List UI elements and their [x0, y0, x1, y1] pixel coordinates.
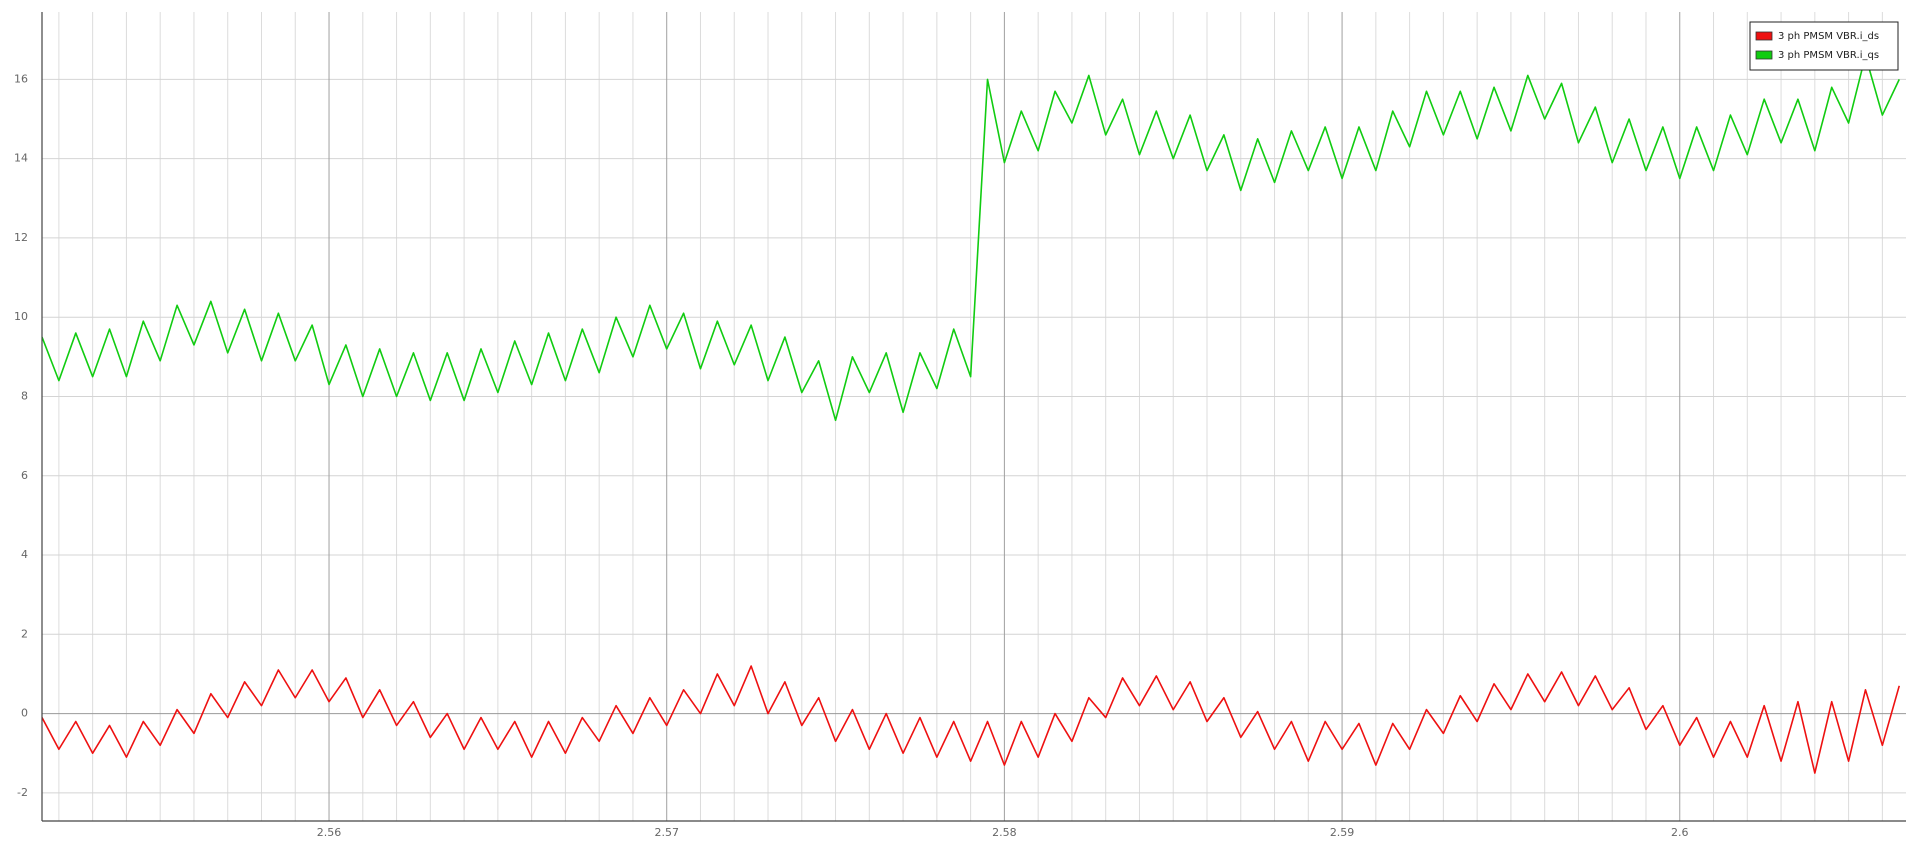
series-line [42, 54, 1900, 422]
x-tick-label: 2.58 [992, 826, 1017, 839]
legend-box [1749, 21, 1899, 71]
y-tick-label: 14 [14, 152, 28, 165]
y-tick-label: 2 [21, 627, 28, 640]
y-tick-label: 4 [21, 548, 28, 561]
y-tick-label: 16 [14, 72, 28, 85]
x-tick-label: 2.6 [1671, 826, 1689, 839]
legend-label: 3 ph PMSM VBR.i_qs [1778, 50, 1879, 61]
x-tick-label: 2.59 [1330, 826, 1355, 839]
y-tick-label: 0 [21, 707, 28, 720]
x-tick-label: 2.56 [317, 826, 342, 839]
plot-background [42, 12, 1906, 821]
legend-swatch [1755, 50, 1773, 60]
x-tick-label: 2.57 [654, 826, 679, 839]
y-tick-label: 6 [21, 469, 28, 482]
y-tick-label: 10 [14, 310, 28, 323]
y-tick-label: 12 [14, 231, 28, 244]
y-tick-label: -2 [17, 786, 28, 799]
series-line [42, 665, 1901, 774]
legend-swatch [1755, 31, 1773, 41]
legend-label: 3 ph PMSM VBR.i_ds [1778, 31, 1879, 42]
y-tick-label: 8 [21, 389, 28, 402]
